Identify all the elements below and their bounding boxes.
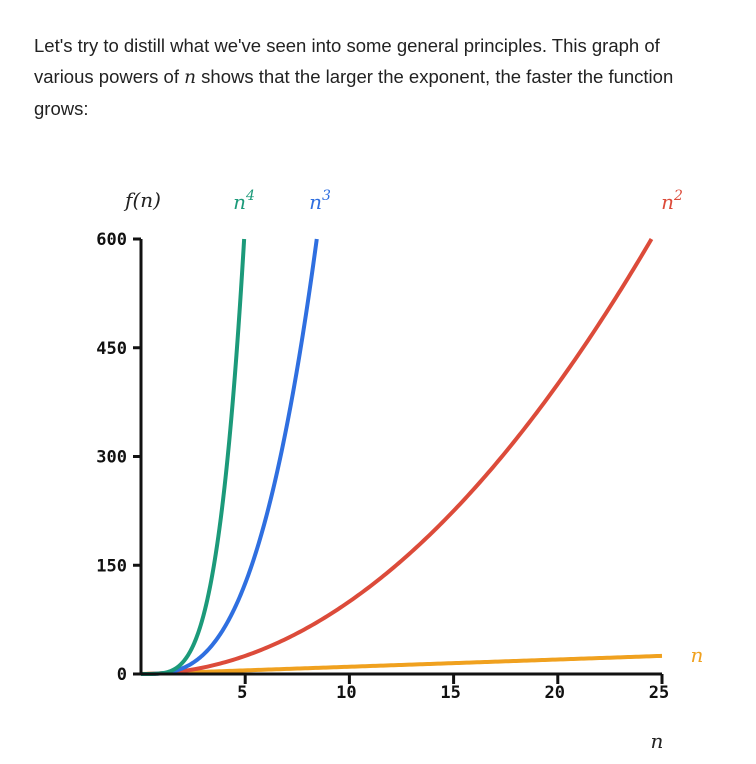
x-tick-label-20: 20 [545, 683, 565, 703]
y-axis-title: f(n) [123, 188, 161, 212]
series-label-n: n [691, 643, 704, 667]
intro-text-before: Let's try to distill what we've seen int… [34, 35, 660, 87]
curve-n [140, 653, 663, 676]
x-axis-title: n [651, 729, 664, 753]
series-label-n³: n3 [309, 188, 331, 214]
y-tick-label-150: 150 [96, 556, 127, 576]
series-label-n⁴: n4 [233, 188, 255, 214]
intro-paragraph: Let's try to distill what we've seen int… [34, 30, 714, 124]
y-tick-label-0: 0 [117, 665, 127, 685]
curve-n² [140, 237, 654, 676]
x-tick-label-5: 5 [237, 683, 247, 703]
x-tick-label-10: 10 [336, 683, 356, 703]
series-label-n²: n2 [661, 188, 683, 214]
curve-n⁴ [141, 238, 247, 676]
y-tick-label-300: 300 [96, 448, 127, 468]
y-tick-label-450: 450 [96, 339, 127, 359]
series-curves [140, 237, 663, 676]
labels: 0 150 300 450 600 5 10 15 20 25 f(n) n n n2 n3 n4 [96, 188, 703, 753]
x-tick-label-25: 25 [649, 683, 669, 703]
intro-text-after: shows that the larger the exponent, the … [34, 66, 674, 119]
y-tick-label-600: 600 [96, 230, 127, 250]
x-tick-label-15: 15 [440, 683, 460, 703]
intro-variable-n: n [184, 67, 197, 88]
axes [133, 237, 664, 684]
